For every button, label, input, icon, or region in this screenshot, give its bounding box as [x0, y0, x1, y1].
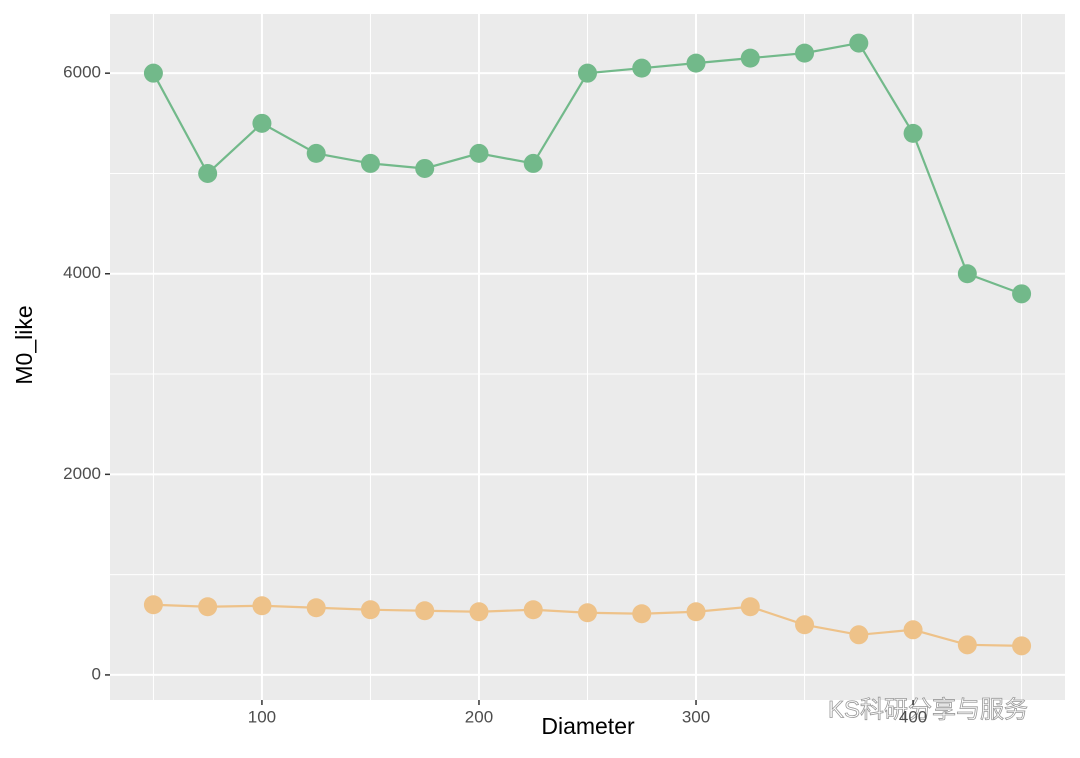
- watermark: KS科研分享与服务: [828, 696, 1028, 723]
- data-point: [252, 596, 272, 616]
- data-point: [1012, 636, 1032, 656]
- data-point: [523, 600, 543, 620]
- data-point: [849, 625, 869, 645]
- x-axis-title: Diameter: [541, 713, 635, 739]
- x-tick-label: 200: [465, 707, 493, 726]
- data-point: [632, 58, 652, 78]
- x-tick-label: 400: [899, 707, 927, 726]
- data-point: [415, 601, 435, 621]
- data-point: [360, 600, 380, 620]
- data-point: [632, 604, 652, 624]
- y-tick-label: 6000: [63, 63, 101, 82]
- data-point: [306, 598, 326, 618]
- y-tick-label: 0: [92, 664, 101, 683]
- y-axis-title: M0_like: [11, 305, 37, 384]
- data-point: [740, 597, 760, 617]
- data-point: [360, 153, 380, 173]
- data-point: [686, 602, 706, 622]
- data-point: [957, 264, 977, 284]
- x-tick-label: 100: [248, 707, 276, 726]
- data-point: [903, 123, 923, 143]
- data-point: [1012, 284, 1032, 304]
- data-point: [198, 597, 218, 617]
- data-point: [143, 63, 163, 83]
- data-point: [469, 602, 489, 622]
- data-point: [686, 53, 706, 73]
- y-tick-label: 4000: [63, 263, 101, 282]
- data-point: [306, 143, 326, 163]
- data-point: [795, 43, 815, 63]
- data-point: [849, 33, 869, 53]
- data-point: [143, 595, 163, 615]
- data-point: [740, 48, 760, 68]
- data-point: [957, 635, 977, 655]
- data-point: [198, 163, 218, 183]
- data-point: [903, 620, 923, 640]
- data-point: [795, 615, 815, 635]
- data-point: [578, 603, 597, 623]
- data-point: [415, 158, 435, 178]
- data-point: [523, 153, 543, 173]
- data-point: [252, 113, 272, 133]
- x-tick-label: 300: [682, 707, 710, 726]
- data-point: [578, 63, 597, 83]
- y-tick-label: 2000: [63, 464, 101, 483]
- data-point: [469, 143, 489, 163]
